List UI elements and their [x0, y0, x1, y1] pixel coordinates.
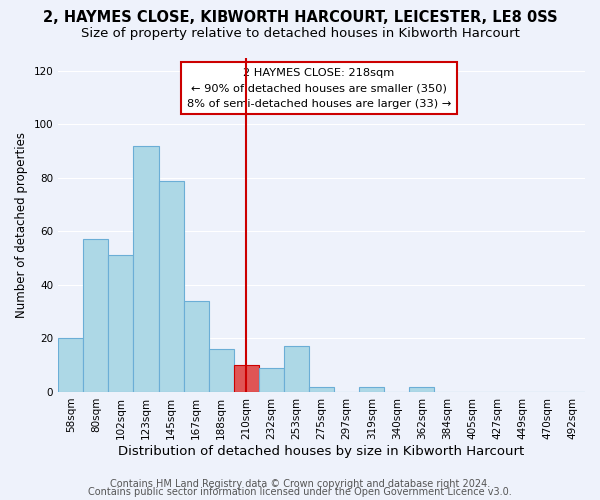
Bar: [284, 346, 309, 392]
Bar: [234, 365, 259, 392]
Bar: [158, 180, 184, 392]
Bar: [184, 301, 209, 392]
Bar: [409, 386, 434, 392]
Text: 2 HAYMES CLOSE: 218sqm
← 90% of detached houses are smaller (350)
8% of semi-det: 2 HAYMES CLOSE: 218sqm ← 90% of detached…: [187, 68, 451, 108]
Bar: [359, 386, 385, 392]
Bar: [133, 146, 158, 392]
Bar: [58, 338, 83, 392]
X-axis label: Distribution of detached houses by size in Kibworth Harcourt: Distribution of detached houses by size …: [118, 444, 525, 458]
Bar: [83, 240, 109, 392]
Text: Contains public sector information licensed under the Open Government Licence v3: Contains public sector information licen…: [88, 487, 512, 497]
Bar: [309, 386, 334, 392]
Bar: [109, 256, 133, 392]
Text: 2, HAYMES CLOSE, KIBWORTH HARCOURT, LEICESTER, LE8 0SS: 2, HAYMES CLOSE, KIBWORTH HARCOURT, LEIC…: [43, 10, 557, 25]
Text: Size of property relative to detached houses in Kibworth Harcourt: Size of property relative to detached ho…: [80, 28, 520, 40]
Bar: [209, 349, 234, 392]
Bar: [259, 368, 284, 392]
Text: Contains HM Land Registry data © Crown copyright and database right 2024.: Contains HM Land Registry data © Crown c…: [110, 479, 490, 489]
Y-axis label: Number of detached properties: Number of detached properties: [15, 132, 28, 318]
